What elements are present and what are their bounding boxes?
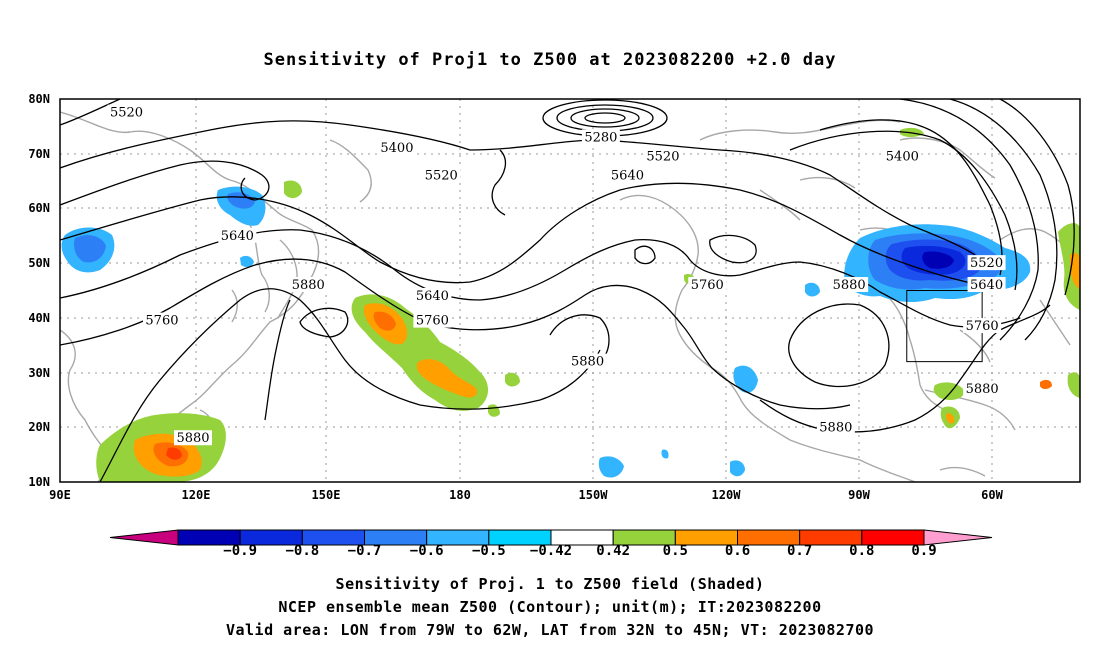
latitude-axis: 80N 70N 60N 50N 40N 30N 20N 10N [28,92,50,489]
caption-shaded: Sensitivity of Proj. 1 to Z500 field (Sh… [335,575,765,593]
colorbar-tick-label: 0.5 [662,543,688,559]
contour-label-bg [816,419,855,435]
contour-label-bg [688,277,727,293]
contour-label-bg [218,227,257,243]
contour-label: 5640 [221,229,254,244]
contour-label-bg [883,148,922,164]
contour-label-bg [174,430,212,446]
contour-label-bg [413,312,452,328]
lat-label-30n: 30N [28,366,50,380]
contour-label-bg [413,287,452,303]
lon-label-90w: 90W [848,488,870,502]
lat-label-50n: 50N [28,256,50,270]
lat-label-80n: 80N [28,92,50,106]
contour-label-bg [830,277,869,293]
caption-valid-area: Valid area: LON from 79W to 62W, LAT fro… [225,621,875,639]
contour-label: 5520 [425,169,458,184]
contour-label: 5760 [966,319,999,334]
contour-label: 5280 [584,130,617,145]
colorbar [109,529,993,546]
contour-label: 5880 [833,278,866,293]
lat-label-60n: 60N [28,201,50,215]
contour-label: 5400 [380,141,413,156]
contour-label-bg [142,312,181,328]
colorbar-min-arrow [109,529,179,546]
lon-label-90e: 90E [49,488,71,502]
colorbar-tick-label: −0.9 [223,543,258,559]
contour-label: 5400 [886,149,919,164]
map-title: Sensitivity of Proj1 to Z500 at 20230822… [263,50,837,70]
contour-label: 5760 [145,314,178,329]
contour-label: 5520 [646,149,679,164]
contour-label: 5760 [416,314,449,329]
map-frame [59,98,1081,483]
contour-label: 5640 [416,289,449,304]
contour-label-bg [377,140,416,156]
lon-label-120w: 120W [712,488,742,502]
contour-label-bg [289,277,328,293]
colorbar-tick-label: 0.6 [724,543,751,559]
contour-label: 5760 [691,278,724,293]
longitude-axis: 90E 120E 150E 180 150W 120W 90W 60W [49,488,1003,502]
lon-label-150e: 150E [312,488,341,502]
lon-label-120e: 120E [182,488,211,502]
colorbar-tick-label: 0.9 [911,543,937,559]
contour-label: 5880 [966,382,999,397]
lat-label-40n: 40N [28,311,50,325]
contour-label-bg [107,104,146,120]
colorbar-tick-label: −0.5 [471,543,506,559]
contour-label-bg [422,167,461,183]
contour-label-bg [568,353,607,369]
lon-label-180: 180 [449,488,471,502]
colorbar-tick-label: 0.42 [596,543,631,559]
colorbar-max-arrow [923,529,993,546]
contour-label: 5520 [970,256,1003,271]
contour-label-bg [581,129,620,145]
contour-label: 5640 [611,169,644,184]
lon-label-150w: 150W [579,488,609,502]
colorbar-tick-label: −0.7 [347,543,382,559]
lat-label-20n: 20N [28,420,50,434]
caption-contour: NCEP ensemble mean Z500 (Contour); unit(… [278,598,822,616]
contour-label-bg [963,318,1002,334]
colorbar-tick-label: 0.7 [787,543,813,559]
z500-contours [60,99,1075,482]
contour-label-bg [967,277,1006,293]
contour-label: 5880 [819,420,852,435]
colorbar-tick-label: −0.6 [409,543,444,559]
contour-label: 5520 [110,106,143,121]
contour-label: 5880 [292,278,325,293]
lat-label-10n: 10N [28,475,50,489]
contour-label: 5880 [571,355,604,370]
lon-label-60w: 60W [981,488,1003,502]
colorbar-tick-label: −0.8 [285,543,320,559]
contour-label: 5880 [176,431,209,446]
contour-label-bg [967,255,1006,271]
colorbar-tick-label: 0.8 [849,543,875,559]
contour-label-bg [608,167,647,183]
colorbar-tick-label: −0.42 [529,543,573,559]
contour-label-bg [643,148,682,164]
contour-label-bg [963,380,1002,396]
contour-label: 5640 [970,278,1003,293]
lat-label-70n: 70N [28,147,50,161]
